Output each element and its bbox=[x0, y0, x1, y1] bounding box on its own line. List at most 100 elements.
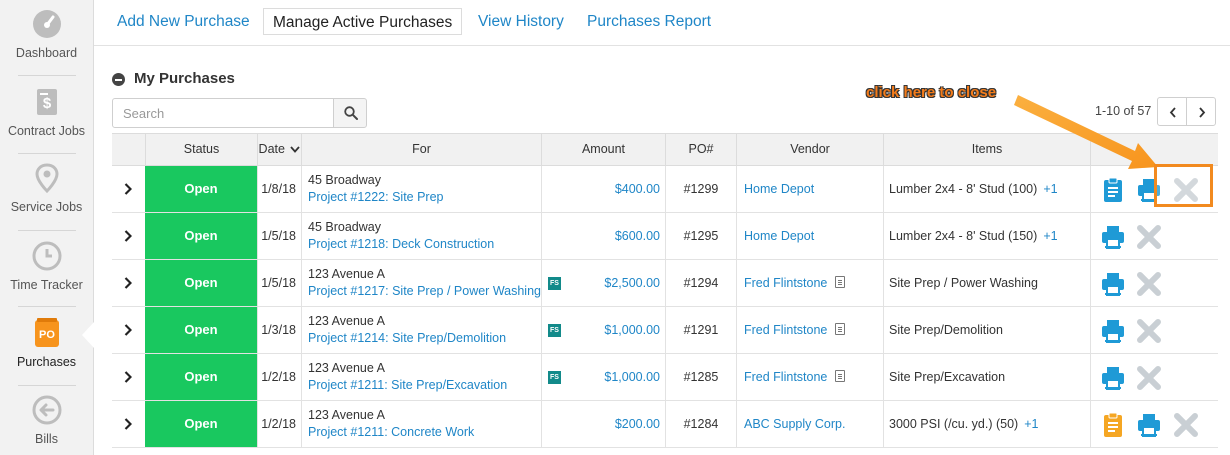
project-link[interactable]: Project #1211: Concrete Work bbox=[308, 425, 475, 439]
column-amount[interactable]: Amount bbox=[541, 134, 665, 165]
close-icon[interactable] bbox=[1172, 176, 1200, 204]
print-icon[interactable] bbox=[1099, 270, 1127, 298]
vendor-link[interactable]: Fred Flintstone bbox=[744, 370, 828, 384]
tab-view-history[interactable]: View History bbox=[478, 13, 564, 30]
table-row[interactable]: Open 1/2/18 123 Avenue A Project #1211: Con… bbox=[112, 401, 1218, 448]
items-cell: Site Prep/Excavation bbox=[883, 354, 1090, 400]
expand-row-button[interactable] bbox=[112, 213, 145, 259]
prev-page-button[interactable] bbox=[1157, 97, 1187, 126]
column-items[interactable]: Items bbox=[883, 134, 1090, 165]
column-date[interactable]: Date bbox=[257, 134, 301, 165]
amount-link[interactable]: $1,000.00 bbox=[604, 323, 660, 337]
column-status[interactable]: Status bbox=[145, 134, 257, 165]
close-icon[interactable] bbox=[1172, 411, 1200, 439]
table-row[interactable]: Open 1/2/18 123 Avenue A Project #1211: Sit… bbox=[112, 354, 1218, 401]
for-cell: 45 Broadway Project #1222: Site Prep bbox=[301, 166, 541, 212]
document-icon[interactable] bbox=[835, 323, 845, 335]
job-address: 123 Avenue A bbox=[308, 267, 385, 281]
sidebar-item-time-tracker[interactable]: Time Tracker bbox=[0, 232, 93, 309]
search-button[interactable] bbox=[333, 98, 367, 128]
annotation-callout: click here to close bbox=[866, 84, 997, 101]
amount-link[interactable]: $400.00 bbox=[614, 182, 660, 196]
expand-row-button[interactable] bbox=[112, 166, 145, 212]
fs-icon: FS bbox=[548, 277, 561, 290]
column-po[interactable]: PO# bbox=[665, 134, 736, 165]
date-cell: 1/5/18 bbox=[257, 213, 301, 259]
tab-add-new-purchase[interactable]: Add New Purchase bbox=[117, 13, 250, 30]
sidebar-item-label: Contract Jobs bbox=[7, 124, 86, 138]
clock-icon bbox=[32, 241, 62, 271]
tab-manage-active-purchases[interactable]: Manage Active Purchases bbox=[263, 8, 463, 35]
close-icon[interactable] bbox=[1135, 223, 1163, 251]
close-icon[interactable] bbox=[1135, 270, 1163, 298]
column-date-label: Date bbox=[258, 142, 285, 156]
vendor-link[interactable]: Fred Flintstone bbox=[744, 323, 828, 337]
amount-link[interactable]: $2,500.00 bbox=[604, 276, 660, 290]
close-icon[interactable] bbox=[1135, 317, 1163, 345]
document-icon[interactable] bbox=[835, 370, 845, 382]
vendor-link[interactable]: Home Depot bbox=[744, 229, 815, 243]
vendor-cell: Fred Flintstone bbox=[736, 307, 883, 353]
table-row[interactable]: Open 1/3/18 123 Avenue A Project #1214: Sit… bbox=[112, 307, 1218, 354]
project-link[interactable]: Project #1211: Site Prep/Excavation bbox=[308, 378, 508, 392]
for-cell: 123 Avenue A Project #1211: Concrete Work bbox=[301, 401, 541, 447]
items-cell: Lumber 2x4 - 8' Stud (150) +1 bbox=[883, 213, 1090, 259]
sidebar-item-service-jobs[interactable]: Service Jobs bbox=[0, 154, 93, 231]
expand-row-button[interactable] bbox=[112, 260, 145, 306]
search-input[interactable] bbox=[112, 98, 334, 128]
print-icon[interactable] bbox=[1099, 317, 1127, 345]
sidebar-item-contract-jobs[interactable]: $ Contract Jobs bbox=[0, 78, 93, 155]
amount-cell: $400.00 bbox=[541, 166, 665, 212]
column-vendor[interactable]: Vendor bbox=[736, 134, 883, 165]
document-icon[interactable] bbox=[835, 276, 845, 288]
vendor-link[interactable]: Home Depot bbox=[744, 182, 815, 196]
sidebar-item-purchases[interactable]: PO Purchases bbox=[0, 309, 93, 386]
expand-row-button[interactable] bbox=[112, 307, 145, 353]
column-for[interactable]: For bbox=[301, 134, 541, 165]
table-row[interactable]: Open 1/5/18 45 Broadway Project #1218: Deck… bbox=[112, 213, 1218, 260]
sidebar-item-dashboard[interactable]: Dashboard bbox=[0, 0, 93, 77]
for-cell: 123 Avenue A Project #1211: Site Prep/Exc… bbox=[301, 354, 541, 400]
job-address: 45 Broadway bbox=[308, 220, 381, 234]
items-more-link[interactable]: +1 bbox=[1043, 182, 1058, 196]
amount-link[interactable]: $200.00 bbox=[614, 417, 660, 431]
vendor-link[interactable]: Fred Flintstone bbox=[744, 276, 828, 290]
vendor-cell: ABC Supply Corp. bbox=[736, 401, 883, 447]
actions-cell bbox=[1090, 401, 1218, 447]
fs-icon: FS bbox=[548, 324, 561, 337]
items-more-link[interactable]: +1 bbox=[1043, 229, 1058, 243]
date-value: 1/8/18 bbox=[261, 182, 296, 196]
items-text: Lumber 2x4 - 8' Stud (150) bbox=[889, 229, 1038, 243]
expand-row-button[interactable] bbox=[112, 354, 145, 400]
next-page-button[interactable] bbox=[1186, 97, 1216, 126]
amount-link[interactable]: $1,000.00 bbox=[604, 370, 660, 384]
project-link[interactable]: Project #1214: Site Prep/Demolition bbox=[308, 331, 507, 345]
status-badge: Open bbox=[145, 307, 257, 353]
date-value: 1/2/18 bbox=[261, 370, 296, 384]
job-address: 123 Avenue A bbox=[308, 361, 385, 375]
table-row[interactable]: Open 1/8/18 45 Broadway Project #1222: Site… bbox=[112, 166, 1218, 213]
clipboard-icon[interactable] bbox=[1099, 411, 1127, 439]
print-icon[interactable] bbox=[1099, 364, 1127, 392]
project-link[interactable]: Project #1222: Site Prep bbox=[308, 190, 444, 204]
project-link[interactable]: Project #1218: Deck Construction bbox=[308, 237, 495, 251]
table-header: Status Date For Amount PO# Vendor Items bbox=[112, 133, 1218, 166]
amount-link[interactable]: $600.00 bbox=[614, 229, 660, 243]
items-more-link[interactable]: +1 bbox=[1024, 417, 1039, 431]
print-icon[interactable] bbox=[1135, 411, 1163, 439]
vendor-link[interactable]: ABC Supply Corp. bbox=[744, 417, 846, 431]
clipboard-icon[interactable] bbox=[1099, 176, 1127, 204]
divider bbox=[18, 306, 76, 307]
project-link[interactable]: Project #1217: Site Prep / Power Washing bbox=[308, 284, 541, 298]
po-number: #1295 bbox=[665, 213, 736, 259]
tab-purchases-report[interactable]: Purchases Report bbox=[587, 13, 712, 30]
status-badge: Open bbox=[145, 354, 257, 400]
expand-row-button[interactable] bbox=[112, 401, 145, 447]
table-row[interactable]: Open 1/5/18 123 Avenue A Project #1217: Sit… bbox=[112, 260, 1218, 307]
sidebar: Dashboard $ Contract Jobs Service Jobs T… bbox=[0, 0, 94, 455]
print-icon[interactable] bbox=[1099, 223, 1127, 251]
collapse-icon[interactable] bbox=[112, 73, 125, 86]
sidebar-item-bills[interactable]: Bills bbox=[0, 386, 93, 455]
close-icon[interactable] bbox=[1135, 364, 1163, 392]
